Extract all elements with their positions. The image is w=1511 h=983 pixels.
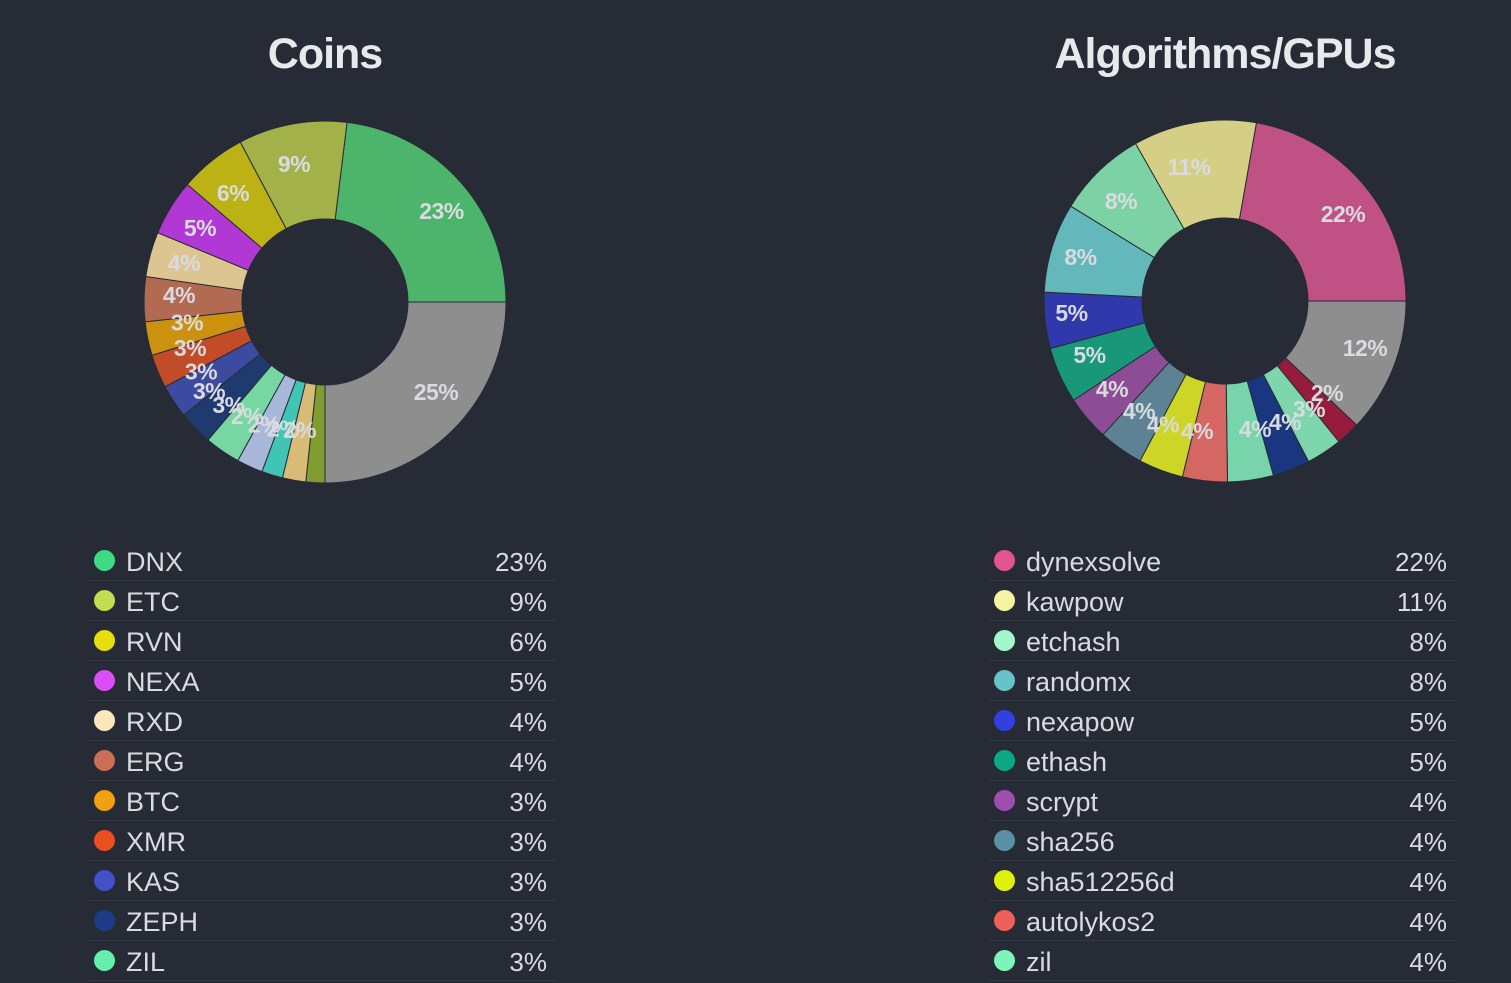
svg-text:3%: 3% bbox=[212, 392, 244, 418]
svg-text:8%: 8% bbox=[1064, 244, 1096, 270]
svg-text:5%: 5% bbox=[184, 215, 216, 241]
svg-text:12%: 12% bbox=[1343, 335, 1388, 361]
svg-text:3%: 3% bbox=[193, 378, 225, 404]
svg-text:4%: 4% bbox=[168, 250, 200, 276]
svg-text:4%: 4% bbox=[1181, 418, 1213, 444]
svg-text:9%: 9% bbox=[278, 151, 310, 177]
svg-text:23%: 23% bbox=[419, 198, 464, 224]
svg-text:2%: 2% bbox=[284, 417, 316, 443]
svg-text:4%: 4% bbox=[1239, 416, 1271, 442]
svg-text:3%: 3% bbox=[174, 335, 206, 361]
svg-text:6%: 6% bbox=[217, 180, 249, 206]
svg-text:8%: 8% bbox=[1105, 188, 1137, 214]
svg-text:2%: 2% bbox=[231, 403, 263, 429]
svg-text:4%: 4% bbox=[1096, 376, 1128, 402]
svg-text:22%: 22% bbox=[1321, 201, 1366, 227]
svg-text:4%: 4% bbox=[1147, 412, 1179, 438]
svg-text:2%: 2% bbox=[267, 416, 299, 442]
svg-text:25%: 25% bbox=[414, 379, 459, 405]
svg-text:4%: 4% bbox=[163, 282, 195, 308]
svg-text:4%: 4% bbox=[1123, 398, 1155, 424]
svg-text:2%: 2% bbox=[248, 412, 280, 438]
svg-text:5%: 5% bbox=[1073, 342, 1105, 368]
svg-text:5%: 5% bbox=[1055, 300, 1087, 326]
svg-text:11%: 11% bbox=[1167, 154, 1210, 180]
svg-text:4%: 4% bbox=[1269, 409, 1301, 435]
svg-text:3%: 3% bbox=[1293, 396, 1325, 422]
svg-text:2%: 2% bbox=[1311, 380, 1343, 406]
svg-text:3%: 3% bbox=[171, 310, 203, 336]
svg-text:3%: 3% bbox=[185, 359, 217, 385]
